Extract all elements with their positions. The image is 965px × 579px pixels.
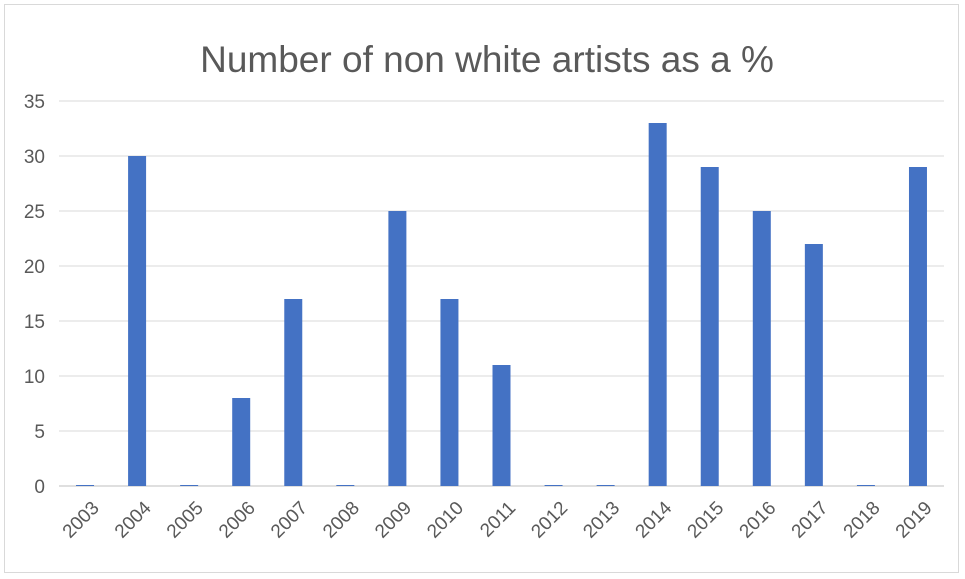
x-tick-label: 2014 bbox=[632, 497, 677, 542]
x-tick-label: 2015 bbox=[684, 498, 729, 543]
y-tick-label: 30 bbox=[24, 147, 45, 168]
y-tick-label: 5 bbox=[34, 422, 45, 443]
bar-2006 bbox=[232, 398, 251, 486]
bar-2019 bbox=[908, 167, 927, 486]
x-tick-label: 2006 bbox=[215, 498, 260, 543]
bar-2007 bbox=[284, 299, 303, 486]
x-tick-label: 2008 bbox=[319, 498, 364, 543]
x-tick-label: 2017 bbox=[788, 498, 833, 543]
bar-2015 bbox=[700, 167, 719, 486]
x-axis-tick-labels: 2003 2004 2005 2006 2007 2008 2009 2010 2011 2012… bbox=[59, 497, 937, 542]
x-tick-label: 2009 bbox=[371, 498, 416, 543]
y-tick-label: 10 bbox=[24, 367, 45, 388]
y-tick-label: 20 bbox=[24, 257, 45, 278]
bar-2018 bbox=[856, 485, 875, 486]
y-tick-label: 35 bbox=[24, 92, 45, 113]
x-tick-label: 2005 bbox=[163, 498, 208, 543]
x-tick-label: 2004 bbox=[111, 497, 156, 542]
bar-2008 bbox=[336, 485, 355, 486]
y-axis-tick-labels: 0 5 10 15 20 25 30 35 bbox=[24, 92, 45, 498]
bar-2011 bbox=[492, 365, 511, 486]
bars bbox=[76, 123, 927, 486]
bar-2003 bbox=[76, 485, 95, 486]
x-tick-label: 2010 bbox=[423, 498, 468, 543]
bar-2004 bbox=[128, 156, 147, 486]
y-tick-label: 15 bbox=[24, 312, 45, 333]
chart-frame bbox=[4, 4, 959, 573]
bar-2016 bbox=[752, 211, 771, 486]
gridlines bbox=[59, 100, 944, 487]
x-tick-label: 2013 bbox=[579, 498, 624, 543]
bar-2013 bbox=[596, 485, 615, 486]
x-tick-label: 2019 bbox=[892, 498, 937, 543]
y-tick-label: 25 bbox=[24, 202, 45, 223]
bar-2012 bbox=[544, 485, 563, 486]
x-tick-label: 2011 bbox=[476, 498, 520, 542]
y-tick-label: 0 bbox=[34, 477, 45, 498]
bar-2010 bbox=[440, 299, 459, 486]
x-tick-label: 2012 bbox=[527, 498, 572, 543]
chart-title: Number of non white artists as a % bbox=[200, 39, 774, 80]
bar-2014 bbox=[648, 123, 667, 486]
bar-2005 bbox=[180, 485, 199, 486]
x-tick-label: 2007 bbox=[267, 498, 312, 543]
bar-2017 bbox=[804, 244, 823, 486]
x-tick-label: 2016 bbox=[736, 498, 781, 543]
bar-2009 bbox=[388, 211, 407, 486]
x-tick-label: 2018 bbox=[840, 498, 885, 543]
x-tick-label: 2003 bbox=[59, 498, 104, 543]
